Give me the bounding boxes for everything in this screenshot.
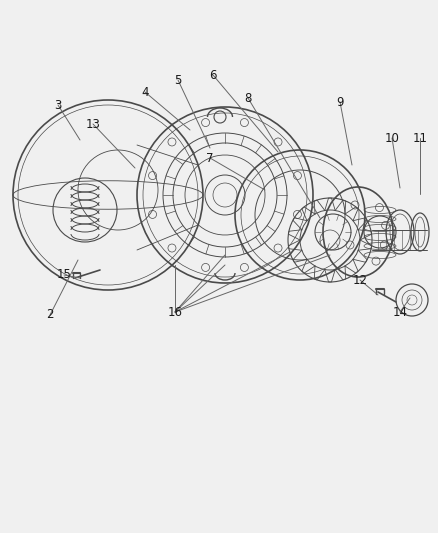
Text: 7: 7 xyxy=(206,151,213,165)
Text: 4: 4 xyxy=(141,85,148,99)
Text: 15: 15 xyxy=(57,269,71,281)
Text: 12: 12 xyxy=(352,273,367,287)
Text: 6: 6 xyxy=(209,69,216,82)
Text: 3: 3 xyxy=(54,99,62,111)
Text: 14: 14 xyxy=(392,305,406,319)
Text: 10: 10 xyxy=(384,132,399,144)
Text: 16: 16 xyxy=(167,305,182,319)
Text: 5: 5 xyxy=(174,74,181,86)
Text: 11: 11 xyxy=(412,132,427,144)
Text: 13: 13 xyxy=(85,117,100,131)
Text: 9: 9 xyxy=(336,95,343,109)
Text: 8: 8 xyxy=(244,92,251,104)
Text: 2: 2 xyxy=(46,309,53,321)
